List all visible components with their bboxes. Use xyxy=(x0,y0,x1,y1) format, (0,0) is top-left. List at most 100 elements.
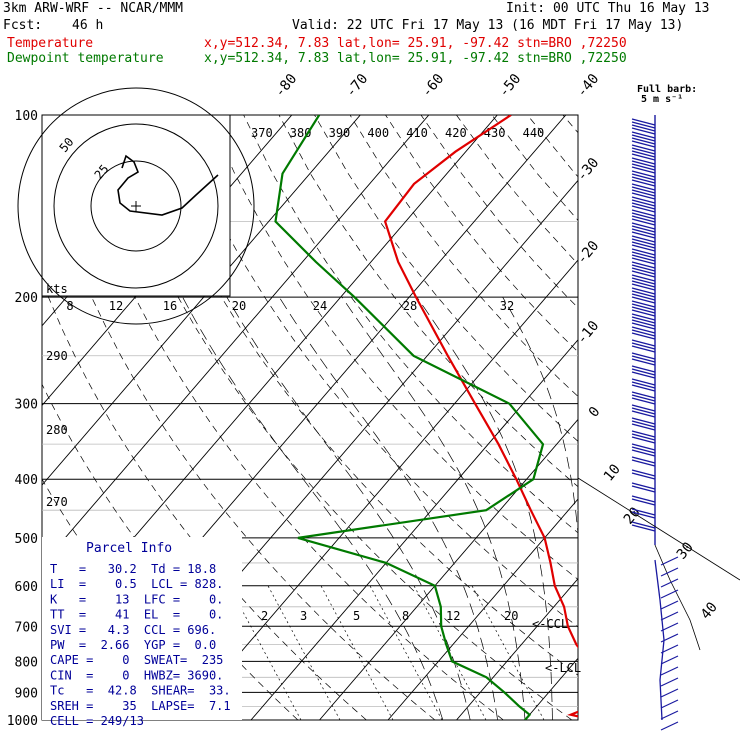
wind-barb xyxy=(660,699,679,709)
wind-barb xyxy=(631,261,656,269)
wind-barb xyxy=(631,238,656,246)
wind-barb xyxy=(631,283,656,291)
isotherm-label: 10 xyxy=(601,461,624,484)
wind-barb xyxy=(631,166,656,174)
wind-barb xyxy=(660,666,679,676)
wind-barb xyxy=(631,358,656,366)
wind-barb xyxy=(631,319,656,327)
wind-barb xyxy=(660,600,679,610)
wind-barb xyxy=(631,436,656,444)
forecast-hours: 46 h xyxy=(72,18,104,33)
pressure-label: 700 xyxy=(15,620,38,635)
wind-barb xyxy=(631,498,656,506)
model-title: 3km ARW-WRF -- NCAR/MMM xyxy=(3,1,184,16)
wind-barb xyxy=(631,277,656,285)
wind-barb xyxy=(660,721,679,731)
parcel-row: T = 30.2 Td = 18.8 xyxy=(50,562,216,576)
parcel-box xyxy=(42,537,242,720)
moist-adiabat xyxy=(589,297,619,720)
pressure-label: 300 xyxy=(15,398,38,413)
wind-barb xyxy=(660,633,679,643)
wind-barb xyxy=(631,196,656,204)
isotherm-label: -70 xyxy=(343,71,372,101)
wind-barb xyxy=(631,153,656,161)
wind-barb xyxy=(631,144,656,152)
parcel-row: CELL = 249/13 xyxy=(50,714,144,728)
wind-barb xyxy=(631,189,656,197)
moist-adiabat xyxy=(341,296,526,720)
dry-adiabat xyxy=(278,115,578,488)
wind-barb xyxy=(631,228,656,236)
hodograph-trace xyxy=(117,154,219,216)
wind-barb xyxy=(660,710,679,720)
theta-label: 370 xyxy=(251,126,273,140)
dry-adiabat xyxy=(243,115,578,534)
isotherm xyxy=(456,578,578,720)
wind-barb xyxy=(631,371,656,379)
theta-label: 440 xyxy=(523,126,545,140)
wind-barb xyxy=(660,589,679,599)
barb-axis xyxy=(577,477,740,581)
isotherm xyxy=(319,418,578,720)
wind-barb xyxy=(660,655,679,665)
wind-barb xyxy=(631,511,656,519)
ccl-marker: <-CCL xyxy=(532,617,568,631)
isotherm xyxy=(594,115,740,720)
wind-barb xyxy=(631,306,656,314)
hodograph-ring xyxy=(53,123,219,289)
pressure-label: 900 xyxy=(15,686,38,701)
wind-barb xyxy=(631,192,656,200)
parcel-row: PW = 2.66 YGP = 0.0 xyxy=(50,638,216,652)
wind-barb xyxy=(631,235,656,243)
moist-adiabat xyxy=(416,296,553,720)
dry-adiabat xyxy=(172,115,578,628)
mixing-ratio-label: 5 xyxy=(353,609,360,623)
barb-axis xyxy=(654,544,701,651)
dry-adiabat xyxy=(207,115,578,580)
dewpoint-trace xyxy=(274,115,545,720)
wind-barb xyxy=(631,446,656,454)
theta-label: 420 xyxy=(445,126,467,140)
dry-adiabat xyxy=(491,115,578,221)
wind-barb xyxy=(631,202,656,210)
wind-barb xyxy=(631,456,656,464)
wind-barb xyxy=(631,179,656,187)
moist-adiabat xyxy=(226,296,471,720)
theta-label: 390 xyxy=(329,126,351,140)
wind-barb xyxy=(631,508,656,516)
wind-barb xyxy=(631,248,656,256)
wind-barb xyxy=(631,303,656,311)
wind-barb xyxy=(631,163,656,171)
sounding-traces xyxy=(274,115,578,720)
wind-barb xyxy=(631,342,656,350)
wind-speed-label: 12 xyxy=(109,299,123,313)
pressure-label: 200 xyxy=(15,291,38,306)
wind-barb xyxy=(660,688,679,698)
mixing-ratio-label: 8 xyxy=(402,609,409,623)
theta-label: 430 xyxy=(484,126,506,140)
wind-barb xyxy=(631,313,656,321)
wind-barb xyxy=(631,205,656,213)
dry-adiabat xyxy=(420,115,578,309)
wind-speed-label: 20 xyxy=(232,299,246,313)
parcel-row: CIN = 0 HWBZ= 3690. xyxy=(50,668,223,682)
wind-barb xyxy=(631,254,656,262)
isotherm xyxy=(250,339,578,720)
wind-barb xyxy=(631,394,656,402)
wind-barb xyxy=(631,300,656,308)
wind-barb xyxy=(631,407,656,415)
forecast-label: Fcst: xyxy=(3,18,43,33)
dewpoint-legend: Dewpoint temperature xyxy=(7,51,164,66)
wind-barb xyxy=(631,140,656,148)
wind-barb xyxy=(660,567,679,577)
wind-speed-label: 24 xyxy=(313,299,327,313)
mixing-ratio-label: 3 xyxy=(300,609,307,623)
isotherm-label: -40 xyxy=(574,71,603,101)
pressure-label: 400 xyxy=(15,473,38,488)
wind-barb xyxy=(631,251,656,259)
wind-barb xyxy=(631,384,656,392)
isotherm xyxy=(182,259,578,720)
parcel-row: LI = 0.5 LCL = 828. xyxy=(50,577,223,591)
theta-label-low: 290 xyxy=(46,349,68,363)
